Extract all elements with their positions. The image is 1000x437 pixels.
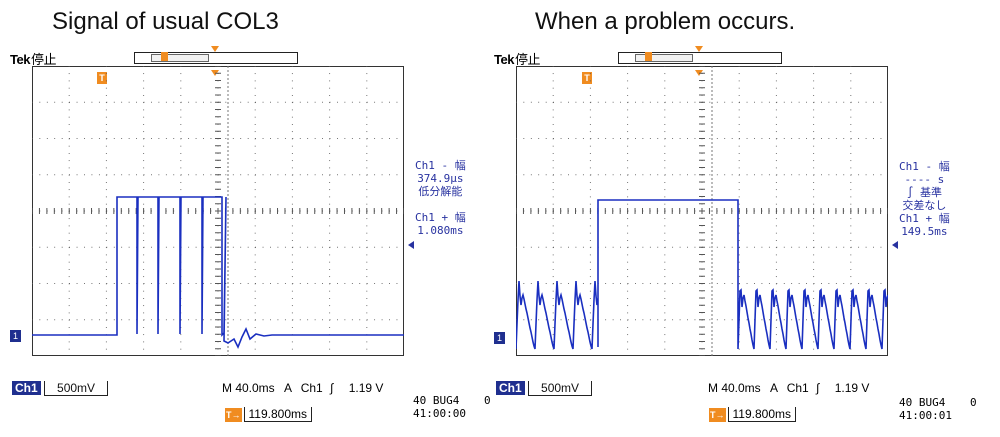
left-title: Signal of usual COL3 [52,8,279,35]
readout-line: 374.9μs [417,172,464,185]
record-window [635,54,693,62]
volts-per-div: 500mV [44,381,109,396]
volts-per-div: 500mV [528,381,593,396]
measurement-readouts: Ch1 - 幅 ---- s ∫ 基準 交差なし Ch1 + 幅 149.5ms [899,160,950,238]
right-title: When a problem occurs. [535,8,796,35]
readout-line: Ch1 - 幅 [899,160,950,173]
channel-scale-row: Ch1 500mV [496,381,593,396]
time-stamp: 41:00:01 [899,409,952,422]
timebase-value: M 40.0ms [222,381,275,395]
ground-marker-icon: 1 [494,332,505,344]
readout-line: 1.080ms [417,224,464,237]
signal-trace [516,199,888,350]
scope-problem: Tek停止 T 1 Ch1 - 幅 ---- s ∫ 基準 交差なし Ch1 +… [494,44,977,436]
readout-line: Ch1 + 幅 [899,212,950,225]
date-stamp: 40 BUG4 [899,396,946,409]
date-stamp: 40 BUG4 [413,394,460,407]
trigger-slope-icon: ∫ [330,381,334,395]
channel-scale-row: Ch1 500mV [12,381,109,396]
brand-label: Tek停止 [10,52,56,67]
trigger-offset-icon: T→ [709,408,726,422]
trigger-source: Ch1 [786,381,809,395]
trigger-mode: A [770,381,778,395]
readout-line: ∫ 基準 [906,186,942,199]
channel-label: Ch1 [496,381,525,395]
timebase-row: M 40.0ms A Ch1 ∫ 1.19 V [222,381,383,395]
trigger-position-row: T→ 119.800ms [225,407,312,422]
trigger-point-icon [161,52,168,61]
scope-graticule [516,66,888,356]
readout-line: 交差なし [902,199,947,212]
trigger-position-row: T→ 119.800ms [709,407,796,422]
time-stamp: 41:00:00 [413,407,466,420]
readout-line: 149.5ms [901,225,948,238]
scope-graticule [32,66,404,356]
readout-line: Ch1 - 幅 [415,159,466,172]
trigger-slope-icon: ∫ [816,381,820,395]
trigger-marker-icon: T [582,72,592,84]
timebase-value: M 40.0ms [708,381,761,395]
timebase-row: M 40.0ms A Ch1 ∫ 1.19 V [708,381,869,395]
trigger-point-icon [645,52,652,61]
horizontal-position-icon [211,46,219,52]
trigger-position: 119.800ms [243,407,312,422]
trigger-offset-icon: T→ [225,408,242,422]
scope-normal: Tek停止 T 1 Ch1 - 幅 374.9μs 低分解能 Ch1 + 幅 1… [10,44,491,436]
record-view-bar [618,46,782,64]
ground-marker-icon: 1 [10,330,21,342]
readout-line: 低分解能 [418,185,463,198]
brand-label: Tek停止 [494,52,540,67]
trigger-position: 119.800ms [727,407,796,422]
readout-line [415,198,466,211]
measurement-readouts: Ch1 - 幅 374.9μs 低分解能 Ch1 + 幅 1.080ms [415,159,466,237]
horizontal-position-icon [695,46,703,52]
readout-line: ---- s [904,173,945,186]
channel-label: Ch1 [12,381,41,395]
record-window [151,54,209,62]
counter-value: 0 [484,394,491,407]
trigger-marker-icon: T [97,72,107,84]
counter-value: 0 [970,396,977,409]
record-view-bar [134,46,298,64]
readout-line: Ch1 + 幅 [415,211,466,224]
signal-trace [32,196,404,349]
trigger-level-arrow-icon [408,241,414,249]
trigger-level-arrow-icon [892,241,898,249]
trigger-level: 1.19 V [834,381,870,395]
trigger-source: Ch1 [300,381,323,395]
trigger-level: 1.19 V [348,381,384,395]
trigger-mode: A [284,381,292,395]
